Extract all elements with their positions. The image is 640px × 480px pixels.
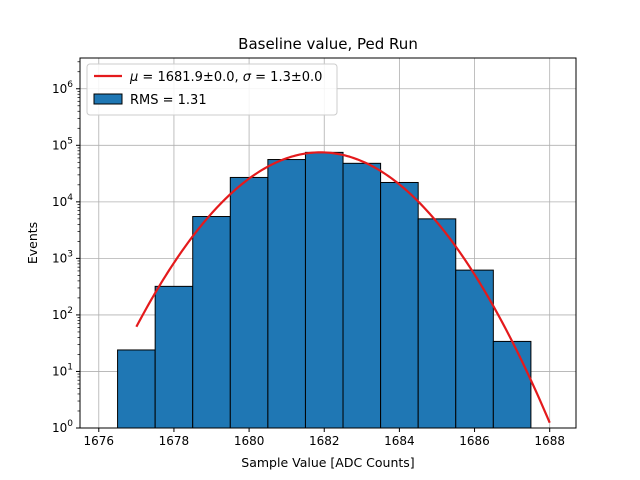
- legend-rms-swatch: [93, 93, 123, 105]
- histogram-bar: [455, 269, 494, 429]
- legend-mu-symbol: μ: [129, 70, 138, 85]
- histogram-bars: [117, 151, 532, 429]
- histogram-bar: [380, 181, 419, 429]
- x-tick-label: 1676: [84, 434, 115, 448]
- y-axis-ticks: 100 101 102 103 104 105 106: [52, 61, 80, 435]
- histogram-bar: [492, 340, 532, 429]
- x-tick-label: 1678: [159, 434, 190, 448]
- plot-area-frame: [79, 57, 577, 429]
- x-tick-label: 1680: [234, 434, 265, 448]
- histogram-bar: [154, 285, 194, 429]
- y-tick-label: 105: [52, 136, 73, 152]
- chart-title: Baseline value, Ped Run: [238, 35, 418, 53]
- histogram-bar: [267, 159, 306, 429]
- y-tick-label: 103: [52, 249, 73, 265]
- legend-frame: [86, 63, 338, 116]
- legend-rms-label: RMS = 1.31: [130, 93, 207, 108]
- gaussian-fit-curve: [135, 151, 551, 424]
- legend-mu-value: = 1681.9±0.0,: [138, 70, 242, 85]
- x-tick-label: 1688: [534, 434, 565, 448]
- y-tick-label: 102: [52, 306, 73, 322]
- x-tick-label: 1684: [384, 434, 415, 448]
- histogram-bar: [192, 216, 231, 429]
- x-axis-ticks: 1676 1678 1680 1682 1684 1686 1688: [84, 428, 565, 448]
- legend: μ = 1681.9±0.0, σ = 1.3±0.0 RMS = 1.31: [86, 63, 338, 116]
- histogram-bar: [117, 349, 156, 429]
- legend-fit-label: μ = 1681.9±0.0, σ = 1.3±0.0: [129, 70, 322, 85]
- legend-sigma-symbol: σ: [243, 70, 252, 85]
- y-tick-label: 106: [52, 80, 73, 96]
- fit-curve-layer: [135, 151, 551, 424]
- y-tick-label: 101: [52, 362, 73, 378]
- histogram-bar: [417, 218, 457, 429]
- legend-sigma-value: = 1.3±0.0: [251, 70, 322, 85]
- x-tick-label: 1686: [459, 434, 490, 448]
- y-tick-label: 100: [52, 419, 73, 435]
- y-axis-label: Events: [25, 222, 40, 264]
- histogram-bar: [229, 176, 269, 429]
- histogram-bar: [342, 162, 382, 429]
- x-tick-label: 1682: [309, 434, 340, 448]
- histogram-bar: [304, 151, 344, 429]
- y-tick-label: 104: [52, 193, 73, 209]
- x-axis-label: Sample Value [ADC Counts]: [241, 455, 414, 470]
